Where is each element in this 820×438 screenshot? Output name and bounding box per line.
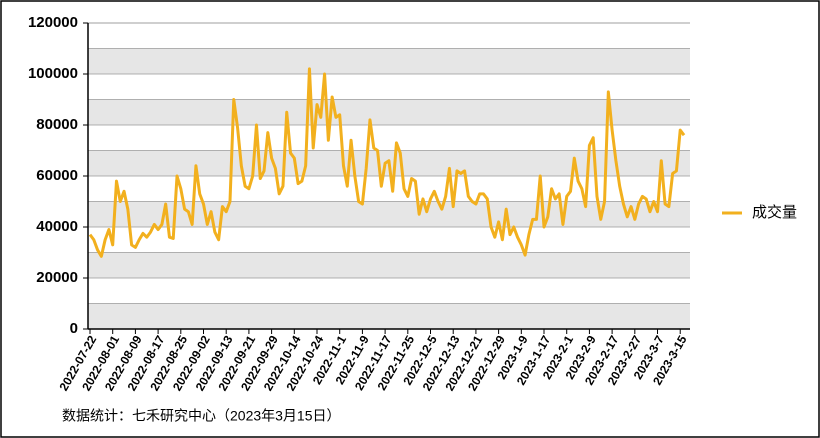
y-tick-label: 0 xyxy=(70,320,78,337)
legend-label: 成交量 xyxy=(752,203,797,221)
y-tick-label: 60000 xyxy=(36,167,78,184)
source-note: 数据统计：七禾研究中心（2023年3月15日） xyxy=(62,408,341,424)
y-tick-label: 120000 xyxy=(28,14,78,31)
y-tick-label: 20000 xyxy=(36,269,78,286)
grid-band xyxy=(88,252,690,278)
y-tick-label: 80000 xyxy=(36,116,78,133)
y-tick-label: 40000 xyxy=(36,218,78,235)
grid-band xyxy=(88,48,690,74)
y-tick-label: 100000 xyxy=(28,65,78,82)
grid-band xyxy=(88,303,690,329)
grid-band xyxy=(88,99,690,125)
data-line xyxy=(88,67,686,258)
